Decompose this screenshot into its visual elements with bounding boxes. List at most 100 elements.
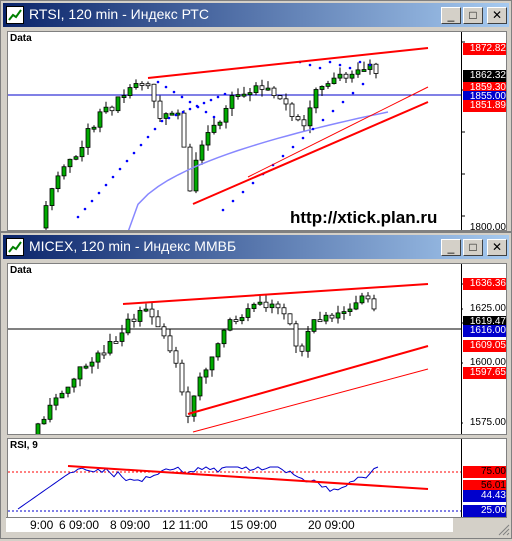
inner-trend-line <box>247 86 429 178</box>
close-icon[interactable]: ✕ <box>487 7 507 24</box>
sar-dot <box>188 107 192 111</box>
upper-trend-line <box>122 283 429 305</box>
candle-body <box>185 391 191 417</box>
candle-body <box>71 378 77 388</box>
sar-dot <box>172 90 176 94</box>
candle-body <box>211 124 217 133</box>
time-label: 20 09:00 <box>308 518 355 532</box>
candle-body <box>373 63 379 74</box>
candle-body <box>125 318 131 334</box>
rsi-plot <box>8 465 461 512</box>
candle-body <box>109 106 115 112</box>
candle-body <box>223 107 229 123</box>
time-label: 15 09:00 <box>230 518 277 532</box>
candle-body <box>365 295 371 300</box>
inner-trend-line <box>192 368 429 433</box>
candle-body <box>265 87 271 91</box>
candle-body <box>295 116 301 121</box>
candle-body <box>203 369 209 378</box>
candle-body <box>343 73 349 79</box>
rtsi-title-bar[interactable]: RTSI, 120 min - Индекс РТС _ □ ✕ <box>3 3 509 27</box>
sar-dot <box>251 181 255 185</box>
chart-app-icon[interactable] <box>6 238 24 256</box>
candle-body <box>259 85 265 90</box>
minimize-icon[interactable]: _ <box>441 239 461 256</box>
chart-app-icon[interactable] <box>6 6 24 24</box>
sar-dot <box>212 115 216 119</box>
sar-dot <box>180 95 184 99</box>
rsi-pane[interactable]: RSI, 9 75.00 56.01 44.43 25.00 <box>7 438 507 518</box>
rsi-label-44: 44.43 <box>463 490 506 502</box>
price-label-1616: 1616.00 <box>463 325 506 337</box>
candle-body <box>347 308 353 312</box>
time-label: 8 09:00 <box>110 518 151 532</box>
moving-average-line <box>127 111 389 230</box>
candle-body <box>43 205 49 229</box>
candle-body <box>119 332 125 342</box>
candle-body <box>341 311 347 314</box>
candle-body <box>275 303 281 309</box>
candle-body <box>41 418 47 425</box>
candle-body <box>137 310 143 322</box>
micex-price-pane[interactable]: Data 1636.36 1625.00 1619.47 1616.00 160… <box>7 263 507 435</box>
micex-title-bar[interactable]: MICEX, 120 min - Индекс ММВБ _ □ ✕ <box>3 235 509 259</box>
candle-body <box>55 175 61 189</box>
candle-body <box>335 312 341 319</box>
window-resize-grip[interactable] <box>496 522 510 536</box>
candle-body <box>269 303 275 309</box>
candle-body <box>277 95 283 100</box>
candle-body <box>271 87 277 96</box>
sar-dot <box>111 175 115 179</box>
lower-trend-line <box>187 345 429 415</box>
candle-body <box>107 341 113 354</box>
price-label-1575: 1575.00 <box>463 417 506 429</box>
micex-candle-plot <box>8 283 465 434</box>
candle-body <box>113 341 119 344</box>
sar-dot <box>104 183 108 187</box>
candle-body <box>61 166 67 177</box>
candle-body <box>181 112 187 148</box>
sar-dot <box>153 127 157 131</box>
maximize-icon[interactable]: □ <box>463 7 483 24</box>
close-icon[interactable]: ✕ <box>487 239 507 256</box>
maximize-icon[interactable]: □ <box>463 239 483 256</box>
candle-body <box>301 119 307 127</box>
sar-dot <box>174 113 178 117</box>
sar-dot <box>281 154 285 158</box>
time-label: 9:00 <box>30 518 54 532</box>
candle-body <box>193 159 199 192</box>
candle-body <box>323 314 329 322</box>
candle-body <box>239 317 245 322</box>
candle-body <box>95 352 101 363</box>
time-label: 6 09:00 <box>59 518 100 532</box>
candle-body <box>355 69 361 75</box>
micex-chart-window: MICEX, 120 min - Индекс ММВБ _ □ ✕ Data … <box>0 232 512 539</box>
minimize-icon[interactable]: _ <box>441 7 461 24</box>
candle-body <box>245 308 251 318</box>
sar-dot <box>368 63 372 67</box>
candle-body <box>329 314 335 319</box>
sar-dot <box>301 136 305 140</box>
sar-dot <box>361 82 365 86</box>
time-axis: 9:00 6 09:00 8 09:00 12 11:00 15 09:00 2… <box>6 517 453 532</box>
micex-window-title: MICEX, 120 min - Индекс ММВБ <box>29 238 237 254</box>
sar-dot <box>223 92 227 96</box>
candle-body <box>145 83 151 87</box>
sar-dot <box>202 101 206 105</box>
candle-body <box>319 85 325 90</box>
rsi-axis-divider <box>461 439 462 517</box>
candle-body <box>287 313 293 325</box>
sar-dot <box>308 63 312 67</box>
price-label-1600: 1600.00 <box>463 357 506 369</box>
candle-body <box>283 98 289 105</box>
price-axis-divider <box>461 264 462 434</box>
candle-body <box>169 112 175 116</box>
candle-body <box>35 423 41 434</box>
candle-body <box>229 95 235 109</box>
rtsi-price-pane[interactable]: Data http://xtick.plan.ru 1872.82 1862.3… <box>7 31 507 231</box>
candle-body <box>199 144 205 161</box>
sar-dot <box>318 66 322 70</box>
candle-body <box>91 126 97 130</box>
sar-dot <box>348 66 352 70</box>
candle-body <box>317 319 323 323</box>
